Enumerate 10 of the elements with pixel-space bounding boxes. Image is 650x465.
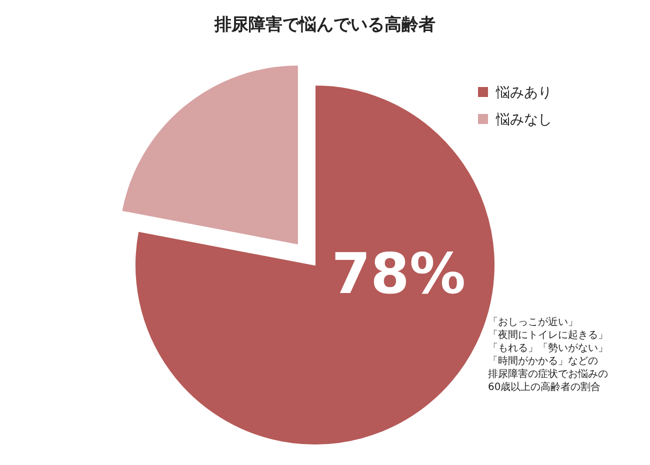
text: 「夜間にトイレに起きる」: [488, 329, 608, 341]
text: 「もれる」「勢いがない」: [488, 342, 608, 354]
text: 60歳以上の高齢者の割合: [488, 381, 601, 393]
chart-title: 排尿障害で悩んでいる高齢者: [214, 15, 436, 35]
text: 「おしっこが近い」: [488, 316, 578, 328]
data-label: 78%: [332, 242, 466, 308]
legend-label: 悩みなし: [495, 112, 552, 128]
legend-label: 悩みあり: [495, 85, 552, 101]
text: 排尿障害の症状でお悩みの: [488, 368, 608, 380]
text: 「時間がかかる」などの: [488, 355, 598, 367]
